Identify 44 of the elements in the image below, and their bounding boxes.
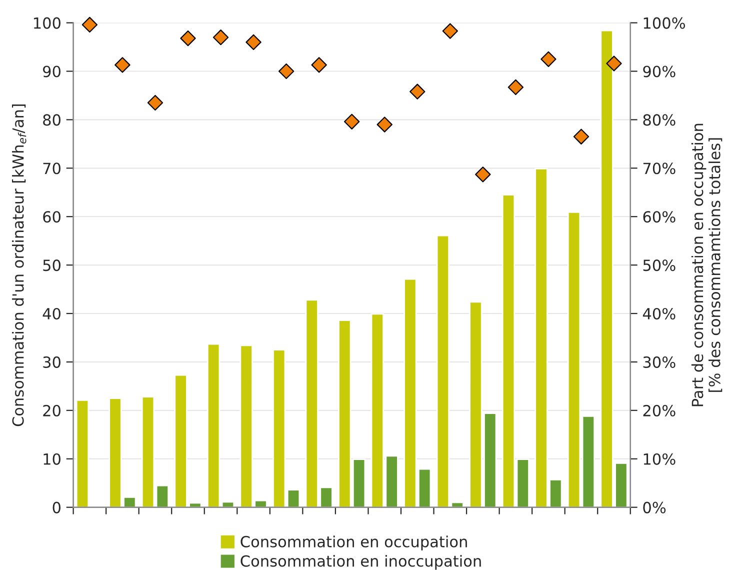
point: [344, 114, 360, 130]
point: [475, 166, 491, 182]
y-tick-label: 20: [43, 404, 60, 416]
point: [606, 56, 622, 72]
y-tick-label: 100: [34, 17, 60, 29]
y2-tick-label: 10%: [644, 453, 676, 465]
y-tick-label: 40: [42, 308, 60, 320]
point: [147, 94, 164, 111]
y2-tick-label: 90%: [643, 66, 676, 78]
legend-label: Consommation en inoccupation: [240, 554, 481, 570]
y2-tick-label: 20%: [643, 404, 676, 416]
point: [180, 30, 196, 46]
legend-label: Consommation en occupation: [240, 536, 467, 550]
point: [114, 57, 130, 73]
point: [540, 51, 556, 67]
point: [82, 16, 98, 33]
y-tick-label: 80: [43, 114, 60, 126]
y-tick-label: 10: [44, 453, 60, 465]
y2-axis-title: Part de consommation en occupation [% des consommamtions totales]: [691, 124, 722, 406]
point: [311, 57, 327, 73]
point: [246, 34, 262, 50]
y-tick-label: 30: [43, 356, 60, 368]
point: [508, 79, 524, 96]
point: [376, 116, 392, 132]
bar: [76, 400, 90, 508]
point: [278, 63, 294, 80]
y2-tick-label: 0%: [643, 502, 666, 514]
y-tick-label: 50: [43, 260, 60, 272]
point: [410, 84, 426, 100]
y2-tick-label: 50%: [643, 260, 676, 272]
y2-tick-label: 70%: [643, 162, 676, 174]
y2-tick-label: 80%: [643, 114, 676, 126]
y-tick-label: 0: [52, 502, 60, 514]
point: [573, 128, 590, 144]
point: [442, 23, 458, 39]
y2-tick-label: 30%: [643, 356, 676, 368]
y2-tick-label: 100%: [644, 17, 686, 29]
y-tick-label: 60: [43, 211, 60, 223]
y-axis-title: Consommation d'un ordinateur [kWh$_{ef}$/an]: [12, 104, 26, 426]
point: [212, 29, 229, 46]
y-tick-label: 90: [43, 66, 60, 78]
y2-tick-label: 60%: [643, 211, 676, 223]
y2-tick-label: 40%: [642, 308, 676, 320]
y-tick-label: 70: [43, 162, 60, 174]
